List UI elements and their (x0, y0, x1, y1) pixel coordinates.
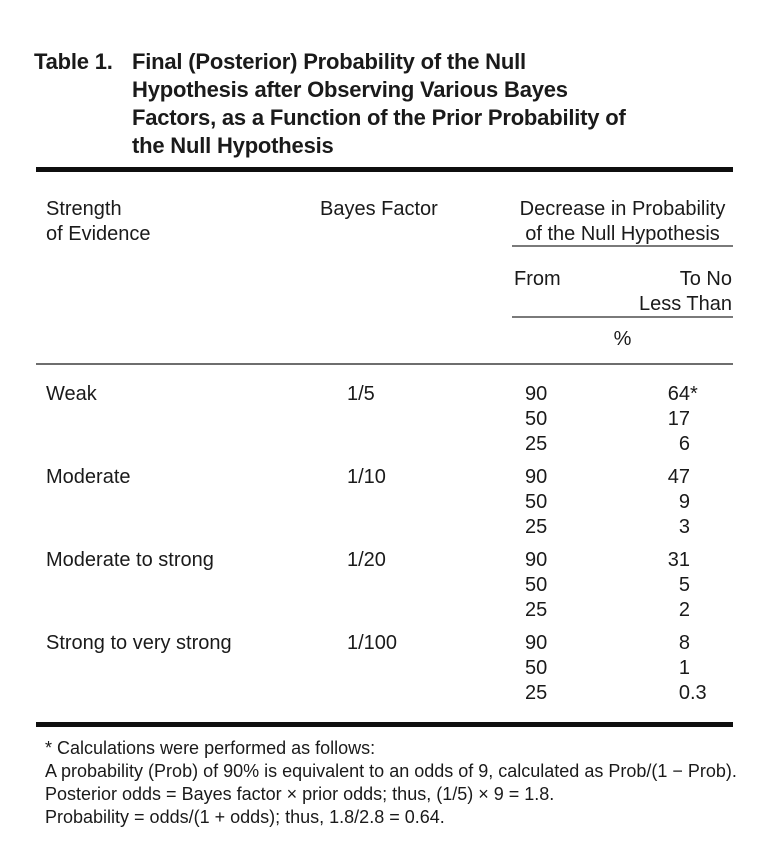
to-value: 47 (600, 465, 707, 490)
to-value-main: 3 (678, 516, 690, 538)
to-value-suffix (690, 548, 707, 573)
to-value: 5 (600, 573, 707, 598)
table-title: Final (Posterior) Probability of the Nul… (132, 49, 626, 158)
table-row: Strong to very strong 1/100 90 50 25 8 1… (36, 631, 733, 709)
to-value-main: 1 (678, 657, 690, 679)
to-value-suffix (690, 465, 707, 490)
from-value: 50 (525, 491, 548, 513)
strength-cell: Strong to very strong (46, 632, 232, 654)
strength-cell: Moderate (46, 466, 131, 488)
table-row: Moderate 1/10 90 50 25 47 9 3 (36, 465, 733, 543)
bayes-factor-cell: 1/10 (347, 466, 386, 488)
to-cell: 8 1 0.3 (600, 631, 707, 706)
to-value-suffix (690, 573, 707, 598)
strength-cell: Moderate to strong (46, 549, 214, 571)
to-value-main: 17 (667, 408, 690, 430)
table-row: Weak 1/5 90 50 25 64 * 17 6 (36, 382, 733, 460)
to-value: 17 (600, 407, 707, 432)
spanner-underline-rule (512, 245, 733, 247)
to-value-main: 47 (667, 466, 690, 488)
to-value-main: 31 (667, 549, 690, 571)
from-value: 90 (525, 632, 548, 654)
to-value-suffix: .3 (690, 682, 707, 704)
to-cell: 64 * 17 6 (600, 382, 707, 457)
table-footnotes: * Calculations were performed as follows… (45, 738, 737, 827)
to-value-main: 8 (678, 632, 690, 654)
to-value: 1 (600, 656, 707, 681)
table-number: Table 1. (34, 49, 113, 74)
bayes-factor-cell: 1/20 (347, 549, 386, 571)
to-value-suffix: * (690, 383, 698, 405)
to-value: 9 (600, 490, 707, 515)
to-cell: 47 9 3 (600, 465, 707, 540)
from-value: 50 (525, 574, 548, 596)
header-percent-unit: % (613, 328, 632, 350)
bayes-factor-cell: 1/5 (347, 383, 375, 405)
to-value: 6 (600, 432, 707, 457)
header-body-rule (36, 363, 733, 365)
header-decrease-spanner: Decrease in Probability of the Null Hypo… (519, 198, 726, 245)
header-to-no-less-than: To No Less Than (638, 268, 732, 315)
from-cell: 90 50 25 (525, 548, 547, 623)
to-value: 2 (600, 598, 707, 623)
to-value-suffix (690, 656, 707, 681)
from-value: 25 (525, 682, 548, 704)
subheader-rule (512, 316, 733, 318)
to-cell: 31 5 2 (600, 548, 707, 623)
from-value: 90 (525, 383, 548, 405)
from-cell: 90 50 25 (525, 465, 547, 540)
to-value-suffix (690, 598, 707, 623)
header-from: From (514, 268, 561, 290)
to-value-main: 5 (678, 574, 690, 596)
to-value-main: 2 (678, 599, 690, 621)
strength-cell: Weak (46, 383, 97, 405)
from-value: 90 (525, 466, 548, 488)
header-strength-of-evidence: Strength of Evidence (46, 198, 151, 245)
to-value-suffix (690, 407, 707, 432)
from-value: 25 (525, 516, 548, 538)
to-value-main: 64 (667, 383, 690, 405)
bayes-factor-cell: 1/100 (347, 632, 398, 654)
to-value-main: 0 (678, 682, 690, 704)
to-value: 8 (600, 631, 707, 656)
header-bayes-factor: Bayes Factor (320, 198, 438, 220)
to-value: 64 * (600, 382, 707, 407)
to-value-main: 9 (678, 491, 690, 513)
from-cell: 90 50 25 (525, 631, 547, 706)
to-value-suffix (690, 515, 707, 540)
bottom-rule (36, 722, 733, 727)
from-cell: 90 50 25 (525, 382, 547, 457)
to-value-suffix (690, 490, 707, 515)
top-rule (36, 167, 733, 172)
to-value-main: 6 (678, 433, 690, 455)
from-value: 50 (525, 408, 548, 430)
table-row: Moderate to strong 1/20 90 50 25 31 5 2 (36, 548, 733, 626)
from-value: 50 (525, 657, 548, 679)
to-value-suffix (690, 631, 707, 656)
to-value: 31 (600, 548, 707, 573)
from-value: 90 (525, 549, 548, 571)
to-value-suffix (690, 432, 707, 457)
to-value: 0.3 (600, 681, 707, 706)
from-value: 25 (525, 599, 548, 621)
to-value: 3 (600, 515, 707, 540)
from-value: 25 (525, 433, 548, 455)
